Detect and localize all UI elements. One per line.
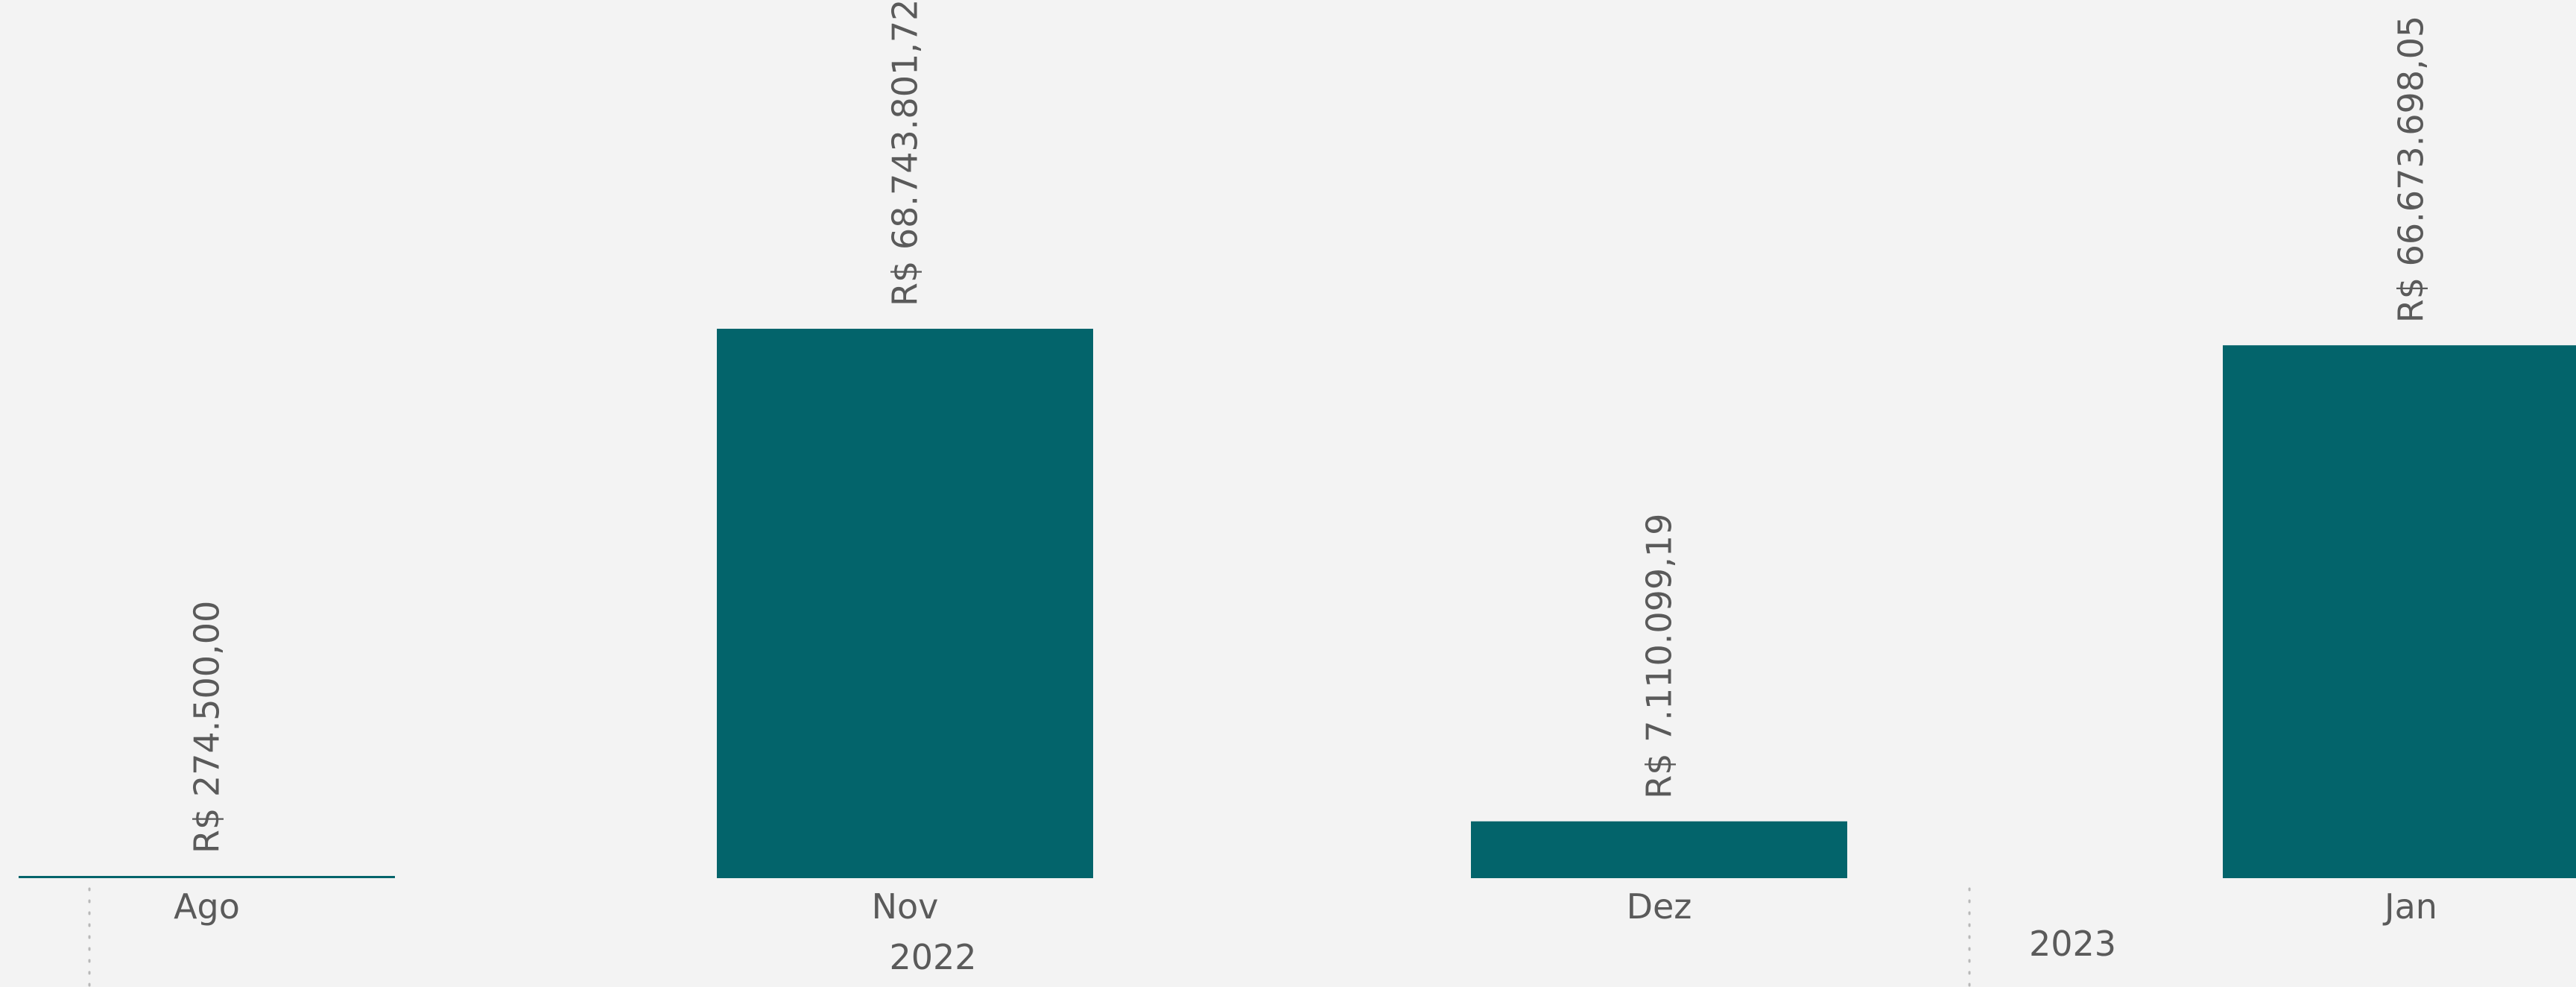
tick-label-dez: Dez	[1627, 886, 1692, 927]
bar-jan[interactable]	[2223, 345, 2576, 879]
bars	[19, 329, 2576, 879]
data-label-nov: R$ 68.743.801,72	[885, 0, 925, 306]
tick-label-ago: Ago	[174, 886, 240, 927]
tick-label-jan: Jan	[2382, 886, 2437, 927]
data-labels: R$ 274.500,00 R$ 68.743.801,72 R$ 7.110.09…	[187, 0, 2431, 854]
bar-dez[interactable]	[1471, 821, 1847, 878]
x-axis-tick-labels: Ago Nov Dez Jan	[174, 886, 2437, 927]
bar-ago[interactable]	[19, 876, 395, 878]
tick-label-nov: Nov	[872, 886, 939, 927]
year-label-2023: 2023	[2029, 924, 2116, 964]
year-label-2022: 2022	[889, 937, 976, 977]
data-label-dez: R$ 7.110.099,19	[1639, 514, 1680, 799]
data-label-jan: R$ 66.673.698,05	[2391, 16, 2431, 323]
year-dividers	[88, 887, 1971, 987]
bar-nov[interactable]	[717, 329, 1093, 878]
data-label-ago: R$ 274.500,00	[187, 601, 227, 854]
x-axis-year-labels: 2022 2023	[889, 924, 2116, 977]
